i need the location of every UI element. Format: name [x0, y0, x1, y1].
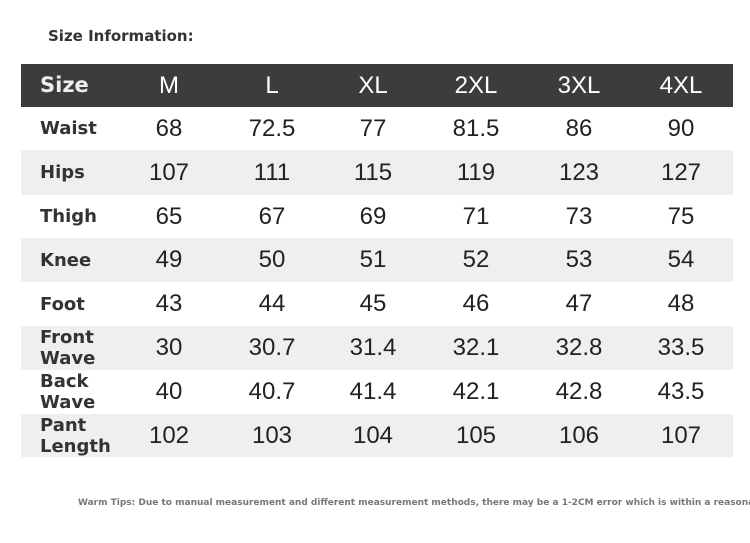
cell: 48 [667, 290, 695, 317]
cell: 51 [359, 246, 387, 273]
row-label: Hips [40, 162, 85, 183]
cell: 46 [462, 290, 490, 317]
cell: 81.5 [452, 114, 500, 142]
cell: 102 [148, 421, 190, 449]
cell: 105 [455, 421, 497, 449]
cell: 123 [558, 158, 600, 186]
cell: 40 [155, 378, 183, 405]
footer-note: Warm Tips: Due to manual measurement and… [78, 498, 750, 508]
cell: 54 [667, 246, 695, 273]
cell: 127 [660, 158, 702, 186]
cell: 67 [258, 202, 286, 230]
cell: 75 [667, 202, 695, 230]
cell: 86 [565, 114, 593, 142]
cell: 44 [258, 290, 286, 317]
cell: 119 [456, 158, 496, 186]
row-label: Back Wave [40, 371, 96, 413]
row-label: Waist [40, 118, 97, 139]
cell: XL [358, 71, 388, 99]
cell: 115 [353, 158, 393, 186]
cell: 104 [352, 421, 394, 449]
row-label: Front Wave [40, 327, 96, 369]
table-row: Back Wave 40 40.7 41.4 42.1 42.8 43.5 [21, 370, 733, 414]
cell: 32.1 [452, 334, 500, 361]
cell: 73 [565, 202, 593, 230]
cell: 42.8 [555, 378, 603, 405]
cell: 42.1 [452, 378, 500, 405]
cell: 69 [359, 202, 387, 230]
title: Size Information: [48, 27, 194, 45]
cell: 52 [462, 246, 490, 273]
cell: 4XL [659, 71, 703, 99]
cell: 107 [148, 158, 190, 186]
cell: 41.4 [349, 378, 397, 405]
cell: 45 [359, 290, 387, 317]
table-row: Thigh 65 67 69 71 73 75 [21, 195, 733, 238]
cell: 50 [258, 246, 286, 273]
row-label: Thigh [40, 206, 97, 227]
cell: 65 [155, 202, 183, 230]
cell: 49 [155, 246, 183, 273]
cell: 111 [253, 158, 291, 186]
cell: 30.7 [248, 334, 296, 361]
cell: 43 [155, 290, 183, 317]
row-label: Size [40, 73, 89, 97]
cell: 71 [462, 202, 490, 230]
cell: 53 [565, 246, 593, 273]
cell: 106 [558, 421, 600, 449]
cell: 43.5 [657, 378, 705, 405]
cell: 3XL [557, 71, 601, 99]
table-row: Front Wave 30 30.7 31.4 32.1 32.8 33.5 [21, 326, 733, 370]
row-label: Foot [40, 293, 85, 315]
cell: 103 [251, 421, 293, 449]
cell: 31.4 [349, 334, 397, 361]
cell: 77 [359, 114, 387, 142]
cell: 72.5 [248, 114, 296, 142]
table-row: Foot 43 44 45 46 47 48 [21, 282, 733, 326]
cell: 30 [155, 334, 183, 361]
cell: 40.7 [248, 378, 296, 405]
table-row: Pant Length 102 103 104 105 106 107 [21, 414, 733, 457]
table-row: Hips 107 111 115 119 123 127 [21, 150, 733, 195]
row-label: Knee [40, 249, 92, 271]
cell: 47 [565, 290, 593, 317]
header-row: Size M L XL 2XL 3XL 4XL [21, 64, 733, 107]
cell: 107 [660, 421, 702, 449]
cell: L [265, 71, 279, 99]
row-label: Pant Length [40, 414, 111, 457]
cell: 2XL [454, 71, 498, 99]
cell: 32.8 [555, 334, 603, 361]
cell: 68 [155, 114, 183, 142]
cell: 90 [667, 114, 695, 142]
cell: 33.5 [657, 334, 705, 361]
table-row: Waist 68 72.5 77 81.5 86 90 [21, 107, 733, 150]
table-row: Knee 49 50 51 52 53 54 [21, 238, 733, 282]
cell: M [159, 71, 179, 99]
